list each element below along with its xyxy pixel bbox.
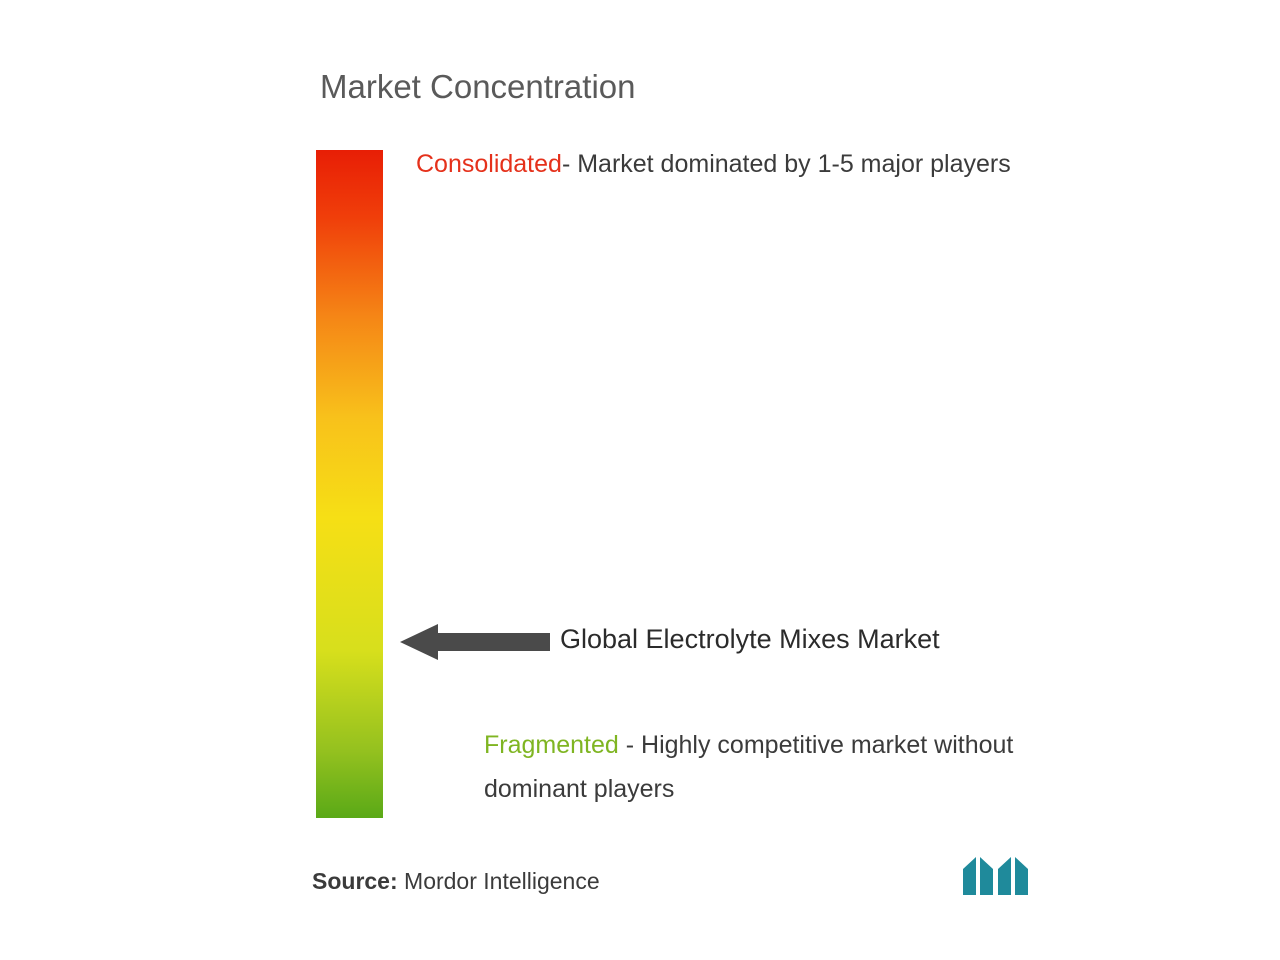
- market-marker-label: Global Electrolyte Mixes Market: [560, 624, 940, 655]
- consolidated-desc: - Market dominated by 1-5 major players: [562, 150, 1011, 178]
- source-value: Mordor Intelligence: [404, 868, 600, 894]
- mordor-logo-icon: [963, 857, 1028, 895]
- fragmented-desc-1: - Highly competitive market without: [619, 731, 1014, 759]
- chart-title: Market Concentration: [320, 68, 635, 106]
- marker-arrow-icon: [400, 624, 550, 660]
- infographic-canvas: Market Concentration Consolidated- Marke…: [0, 0, 1280, 960]
- fragmented-desc-2: dominant players: [484, 775, 674, 803]
- source-line: Source: Mordor Intelligence: [312, 868, 600, 895]
- arrow-shape: [400, 624, 550, 660]
- concentration-gradient-bar: [316, 150, 383, 818]
- consolidated-label: Consolidated- Market dominated by 1-5 ma…: [416, 148, 1011, 181]
- fragmented-label: Fragmented - Highly competitive market w…: [484, 724, 1013, 812]
- consolidated-keyword: Consolidated: [416, 150, 562, 178]
- source-label: Source:: [312, 868, 398, 894]
- fragmented-keyword: Fragmented: [484, 731, 619, 759]
